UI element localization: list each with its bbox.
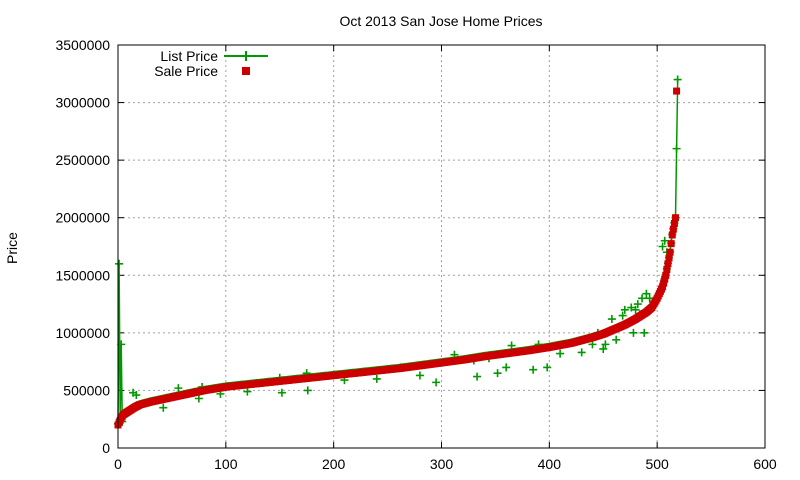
y-tick-label: 2500000 [55,152,110,168]
legend-marker-sale [242,67,250,75]
sale-price-point [673,87,681,95]
list-price-outlier-point [303,386,312,395]
list-price-outlier-point [638,294,647,303]
list-price-point [673,75,682,84]
list-price-outlier-point [620,305,629,314]
list-price-outlier-point [618,311,627,320]
list-price-outlier-point [194,394,203,403]
sale-price-point [670,219,678,227]
sale-price-point [661,275,669,283]
list-price-outlier-point [599,344,608,353]
y-tick-label: 3000000 [55,95,110,111]
list-price-point [115,259,124,268]
x-tick-label: 400 [538,456,562,472]
list-price-outlier-point [174,384,183,393]
list-price-outlier-point [629,328,638,337]
list-price-outlier-point [277,388,286,397]
list-price-outlier-point [502,363,511,372]
legend-marker-list [241,51,251,61]
list-price-outlier-point [543,363,552,372]
list-price-outlier-point [415,371,424,380]
list-price-outlier-point [631,305,640,314]
list-price-outlier-point [432,378,441,387]
list-price-point [117,340,126,349]
list-price-outlier-point [132,391,141,400]
plot-frame [117,44,766,449]
list-price-point [672,144,681,153]
sale-price-point [669,225,677,233]
list-price-outlier-point [633,300,642,309]
y-axis-title: Price [4,232,20,264]
series [114,75,682,429]
sale-price-point [662,271,670,279]
y-tick-label: 1000000 [55,325,110,341]
list-price-outlier-point [627,303,636,312]
axis-ticks: 0 100 200 300 400 500 600 0 500000 1000000 1500000… [55,37,776,472]
sale-price-point [667,240,675,248]
list-price-outlier-point [243,387,252,396]
sale-price-point [663,266,671,274]
list-price-outlier-point [607,315,616,324]
list-price-outlier-point [556,349,565,358]
x-tick-label: 600 [753,456,777,472]
sale-price-point [660,279,668,287]
list-price-outlier-point [507,341,516,350]
list-price-outlier-point [660,236,669,245]
list-price-outlier-point [612,335,621,344]
x-tick-label: 0 [114,456,122,472]
list-price-outlier-point [601,340,610,349]
list-price-outlier-point [645,294,654,303]
sale-price-point [664,260,672,268]
list-price-outlier-point [640,328,649,337]
list-price-outlier-point [159,403,168,412]
y-tick-label: 1500000 [55,267,110,283]
list-price-outlier-point [493,369,502,378]
sale-price-point [668,231,676,239]
x-tick-label: 500 [645,456,669,472]
x-tick-label: 100 [214,456,238,472]
list-price-outlier-point [658,242,667,251]
list-price-outlier-point [473,372,482,381]
list-price-outlier-point [372,374,381,383]
sale-price-point [665,254,673,262]
legend: List Price Sale Price [154,48,268,79]
chart-title: Oct 2013 San Jose Home Prices [339,13,542,29]
grid [118,45,765,448]
list-price-outlier-point [642,289,651,298]
legend-label-sale: Sale Price [154,63,218,79]
x-tick-label: 200 [322,456,346,472]
sale-price-point [659,283,667,291]
sale-price-point [666,248,674,256]
legend-label-list: List Price [160,48,218,64]
x-tick-label: 300 [430,456,454,472]
list-price-outlier-point [529,365,538,374]
sale-price-point [671,214,679,222]
y-tick-label: 0 [102,440,110,456]
y-tick-label: 500000 [63,382,110,398]
y-tick-label: 3500000 [55,37,110,53]
list-price-outlier-point [577,348,586,357]
y-tick-label: 2000000 [55,210,110,226]
